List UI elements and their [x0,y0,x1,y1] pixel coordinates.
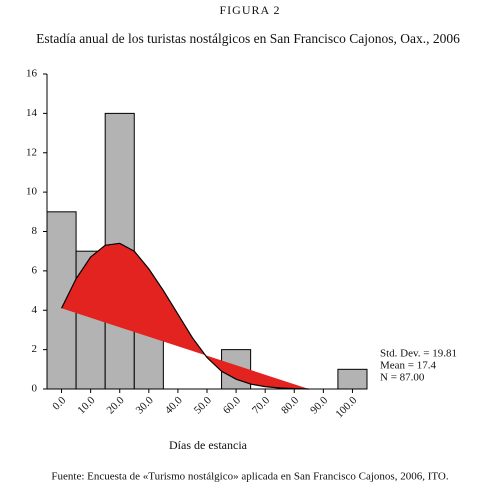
normal-curve-fill [61,243,309,389]
y-tick-label: 0 [32,383,38,395]
chart-title: Estadía anual de los turistas nostálgico… [36,31,460,46]
x-axis-label: Días de estancia [169,438,248,452]
x-tick-label: 10.0 [75,394,97,416]
figure-label: FIGURA 2 [219,3,280,17]
x-tick-label: 0.0 [50,394,69,413]
x-tick-label: 40.0 [163,394,185,416]
y-tick-label: 16 [26,68,38,80]
x-tick-label: 70.0 [250,394,272,416]
source: Fuente: Encuesta de «Turismo nostálgico»… [51,471,448,483]
x-tick-label: 50.0 [192,394,214,416]
x-tick-label: 80.0 [279,394,301,416]
y-tick-label: 6 [32,264,38,276]
y-tick-label: 10 [26,186,38,198]
stat: N = 87.00 [380,372,425,384]
y-tick-label: 12 [26,146,37,158]
normal-curve [61,242,309,390]
x-tick-label: 60.0 [221,394,243,416]
y-tick-label: 8 [32,225,38,237]
y-tick-label: 2 [32,343,38,355]
x-tick-label: 90.0 [308,394,330,416]
stat: Mean = 17.4 [380,360,436,372]
y-tick-label: 14 [26,107,38,119]
x-tick-label: 20.0 [105,394,127,416]
x-tick-label: 100.0 [333,394,359,420]
x-tick-label: 30.0 [134,394,156,416]
stat: Std. Dev. = 19.81 [380,348,457,360]
bar [337,368,368,390]
y-tick-label: 4 [32,304,38,316]
